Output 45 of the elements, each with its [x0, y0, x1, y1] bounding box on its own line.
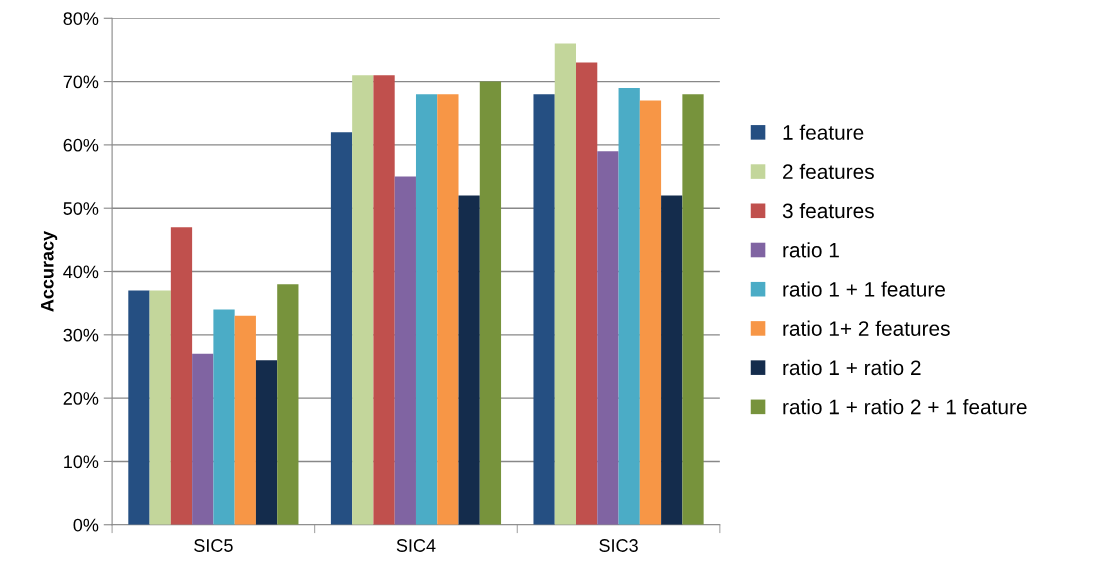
x-tick-label: SIC3	[599, 539, 638, 552]
bar	[661, 195, 683, 525]
bar	[149, 290, 171, 525]
bar	[554, 43, 577, 525]
bar	[234, 315, 256, 525]
bar	[576, 62, 598, 525]
bar	[479, 81, 502, 525]
bar	[458, 195, 480, 525]
legend-label: ratio 1 + 1 feature	[783, 281, 945, 297]
bar	[639, 100, 662, 525]
y-tick-label: 10%	[64, 455, 99, 469]
bar	[213, 309, 235, 525]
bar	[128, 290, 150, 525]
y-tick-label: 70%	[63, 75, 99, 89]
y-tick-label: 0%	[73, 518, 99, 532]
y-tick-label: 30%	[63, 328, 99, 342]
y-tick-label: 80%	[63, 12, 99, 25]
y-tick-label: 20%	[63, 392, 99, 405]
bar	[682, 94, 704, 525]
y-tick-label: 40%	[63, 265, 99, 279]
y-axis-title: Accuracy	[41, 230, 58, 312]
bar	[415, 94, 438, 525]
bar	[533, 94, 555, 525]
x-tick-label: SIC4	[396, 539, 436, 552]
legend-label: ratio 1 + ratio 2 + 1 feature	[783, 399, 1027, 415]
bar	[277, 284, 299, 525]
bar	[373, 75, 395, 525]
legend-label: 3 features	[782, 203, 874, 219]
bar	[330, 132, 353, 525]
legend-label: ratio 1	[783, 242, 839, 258]
x-tick-label: SIC5	[194, 539, 233, 552]
legend-label: 2 features	[783, 163, 874, 180]
bar	[437, 94, 459, 525]
legend-label: ratio 1 + ratio 2	[783, 359, 921, 376]
bar	[394, 176, 416, 525]
bar	[618, 87, 640, 525]
y-tick-label: 60%	[63, 138, 99, 152]
bar	[352, 75, 374, 525]
y-tick-label: 50%	[63, 202, 99, 215]
bar	[255, 360, 278, 525]
bar	[597, 151, 619, 525]
bar	[192, 353, 214, 525]
legend-label: 1 feature	[783, 124, 864, 140]
legend-label: ratio 1+ 2 features	[783, 320, 950, 336]
bar	[170, 227, 193, 525]
